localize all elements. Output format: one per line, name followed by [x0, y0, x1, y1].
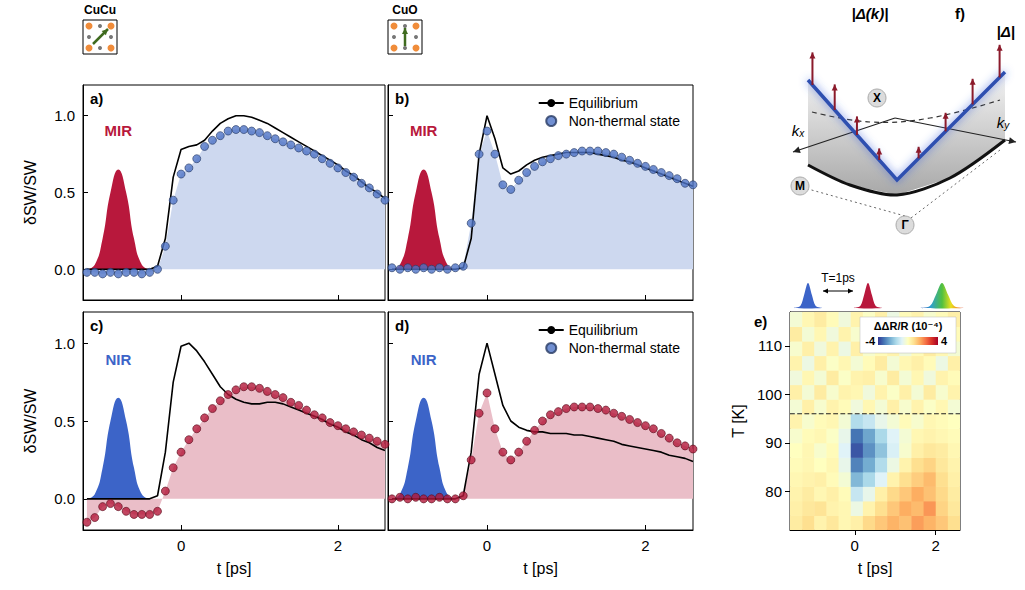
svg-text:80: 80 [765, 483, 782, 500]
svg-text:ΔΔR/R (10⁻⁴): ΔΔR/R (10⁻⁴) [874, 320, 943, 332]
svg-text:a): a) [90, 90, 103, 107]
svg-text:Equilibrium: Equilibrium [569, 95, 638, 111]
svg-text:Equilibrium: Equilibrium [569, 322, 638, 338]
svg-text:0.0: 0.0 [54, 490, 75, 507]
svg-text:0: 0 [851, 537, 859, 554]
svg-text:0.0: 0.0 [54, 261, 75, 278]
svg-text:b): b) [395, 90, 409, 107]
svg-text:Non-thermal state: Non-thermal state [569, 113, 680, 129]
svg-text:t [ps]: t [ps] [217, 560, 252, 577]
svg-text:-4: -4 [865, 335, 876, 347]
svg-text:t [ps]: t [ps] [523, 560, 558, 577]
svg-text:2: 2 [334, 537, 342, 554]
svg-text:e): e) [754, 313, 767, 330]
svg-text:2: 2 [641, 537, 649, 554]
svg-text:T=1ps: T=1ps [821, 271, 855, 285]
svg-text:0.5: 0.5 [54, 413, 75, 430]
svg-text:|Δ(k)|: |Δ(k)| [852, 5, 889, 22]
svg-text:f): f) [955, 5, 965, 22]
svg-text:110: 110 [758, 337, 782, 354]
svg-text:k: k [996, 113, 1005, 131]
svg-text:2: 2 [932, 537, 940, 554]
svg-text:Non-thermal state: Non-thermal state [569, 340, 680, 356]
svg-text:δSW/SW: δSW/SW [22, 159, 39, 225]
svg-text:T [K]: T [K] [730, 404, 747, 438]
svg-text:4: 4 [941, 335, 948, 347]
svg-text:100: 100 [757, 386, 782, 403]
svg-text:MIR: MIR [410, 122, 438, 139]
svg-text:δSW/SW: δSW/SW [22, 388, 39, 454]
svg-text:M: M [795, 179, 805, 193]
svg-text:0.5: 0.5 [54, 184, 75, 201]
svg-text:CuCu: CuCu [84, 3, 116, 17]
svg-text:0: 0 [177, 537, 185, 554]
svg-text:CuO: CuO [392, 3, 417, 17]
svg-text:t [ps]: t [ps] [858, 560, 893, 577]
svg-text:d): d) [395, 317, 409, 334]
svg-text:90: 90 [765, 434, 782, 451]
svg-text:X: X [873, 91, 881, 105]
svg-text:1.0: 1.0 [54, 107, 75, 124]
svg-text:|Δ|: |Δ| [997, 23, 1015, 40]
svg-text:0: 0 [483, 537, 491, 554]
svg-text:MIR: MIR [105, 122, 133, 139]
svg-text:NIR: NIR [105, 351, 131, 368]
svg-text:y: y [1003, 120, 1010, 131]
svg-text:c): c) [90, 317, 103, 334]
svg-text:Γ: Γ [901, 218, 909, 232]
svg-text:NIR: NIR [411, 351, 437, 368]
svg-text:1.0: 1.0 [54, 335, 75, 352]
svg-text:x: x [798, 128, 805, 139]
svg-text:k: k [791, 121, 800, 139]
